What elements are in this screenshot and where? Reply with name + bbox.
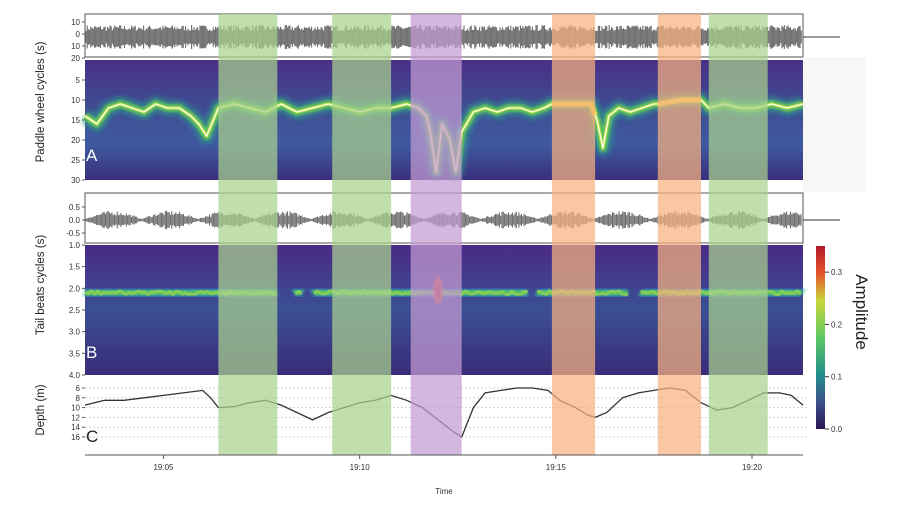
depth-tick-label: 10 <box>71 404 80 413</box>
panel-a-letter: A <box>86 146 98 165</box>
panel-a-ylabel: Paddle wheel cycles (s) <box>35 41 47 162</box>
colorbar-tick-label: 0.2 <box>831 320 843 329</box>
panel-b-ylabel: Tail beats cycles (s) <box>35 235 47 336</box>
highlight-band-6 <box>708 14 768 455</box>
colorbar-title: Amplitude <box>852 274 871 350</box>
panel-b-spectrogram-tick-label: 2.5 <box>69 306 81 315</box>
depth-tick-label: 12 <box>71 413 80 422</box>
panel-b-spectrogram-tick-label: 3.0 <box>69 328 81 337</box>
x-tick-label: 19:10 <box>350 463 371 472</box>
depth-tick-label: 8 <box>76 394 81 403</box>
panel-b-spectrogram-tick-label: 2.0 <box>69 284 81 293</box>
panel-c-ylabel: Depth (m) <box>35 384 47 435</box>
highlight-band-1 <box>218 14 278 455</box>
panel-a-waveform-tick-label: 20 <box>71 54 80 63</box>
panel-a-side-patch <box>803 57 865 192</box>
highlight-band-5 <box>657 14 701 455</box>
x-tick-label: 19:05 <box>153 463 174 472</box>
x-tick-label: 19:20 <box>742 463 763 472</box>
colorbar-tick-label: 0.3 <box>831 268 843 277</box>
colorbar-tick-label: 0.0 <box>831 425 843 434</box>
colorbar-gradient <box>816 246 825 429</box>
panel-b-spectrogram-tick-label: 4.0 <box>69 371 81 380</box>
panel-b-waveform-tick-label: 0.5 <box>69 203 81 212</box>
panel-a-waveform-tick-label: 10 <box>71 18 80 27</box>
highlight-band-4 <box>551 14 596 455</box>
panel-c-letter: C <box>86 427 98 446</box>
panel-a-spectrogram-tick-label: 20 <box>71 136 80 145</box>
panel-b-spectrogram-tick-label: 1.5 <box>69 263 81 272</box>
panel-b-spectrogram-tick-label: 1.0 <box>69 241 81 250</box>
depth-tick-label: 16 <box>71 433 80 442</box>
depth-tick-label: 6 <box>76 384 81 393</box>
panel-b-spectrogram-tick-label: 3.5 <box>69 349 81 358</box>
colorbar: 0.0 0.1 0.2 0.3 Amplitude <box>816 246 871 434</box>
depth-tick-label: 14 <box>71 423 80 432</box>
panel-a-spectrogram-tick-label: 10 <box>71 96 80 105</box>
x-axis: 19:05 19:10 19:15 19:20 Time <box>85 454 803 496</box>
panel-b-letter: B <box>86 343 97 362</box>
panel-a-spectrogram-tick-label: 25 <box>71 156 80 165</box>
panel-a-spectrogram-tick-label: 30 <box>71 176 80 185</box>
panel-a-spectrogram-tick-label: 15 <box>71 116 80 125</box>
panel-b-waveform-tick-label: -0.5 <box>66 229 80 238</box>
colorbar-tick-label: 0.1 <box>831 373 843 382</box>
highlight-band-2 <box>332 14 392 455</box>
panel-a-spectrogram-tick-label: 5 <box>76 76 81 85</box>
panel-b-waveform-tick-label: 0.0 <box>69 216 81 225</box>
panel-a-waveform-tick-label: 10 <box>71 42 80 51</box>
x-tick-label: 19:15 <box>546 463 567 472</box>
panel-a-waveform-tick-label: 0 <box>76 30 81 39</box>
x-axis-label: Time <box>435 487 453 496</box>
highlight-band-3 <box>410 14 462 455</box>
